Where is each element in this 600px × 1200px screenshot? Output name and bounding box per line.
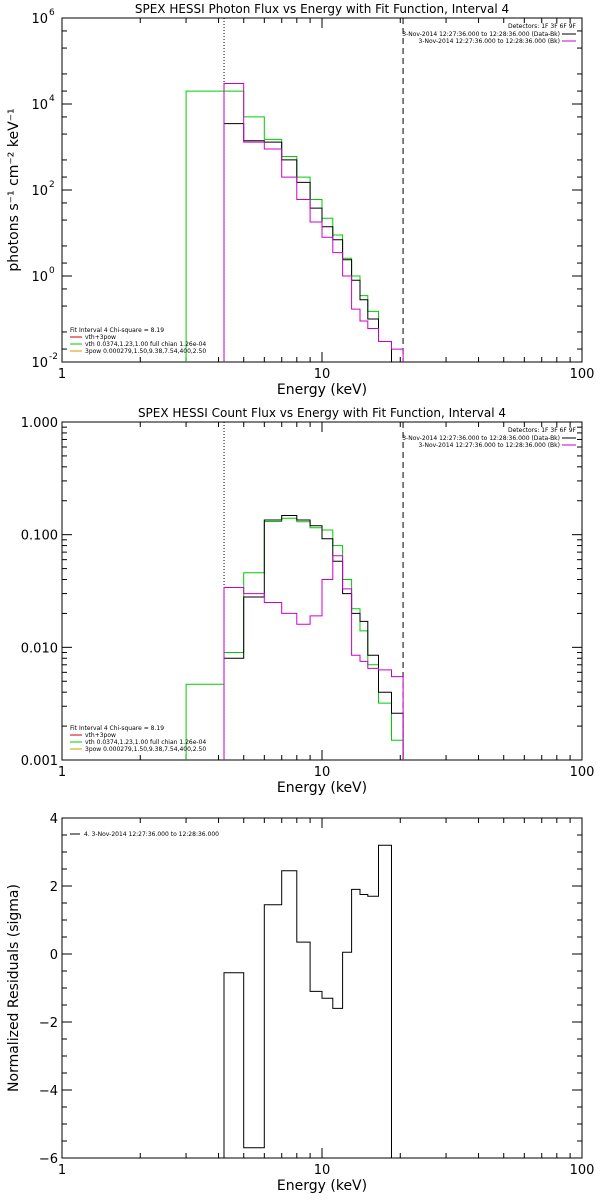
x-tick-label: 1 xyxy=(58,367,66,382)
y-tick-label: 10 xyxy=(31,12,48,27)
y-tick-exponent: 4 xyxy=(49,94,55,104)
y-tick-label: 10 xyxy=(31,98,48,113)
series-2-histogram xyxy=(223,83,404,362)
x-tick-label: 10 xyxy=(314,765,331,780)
count-flux-panel: SPEX HESSI Count Flux vs Energy with Fit… xyxy=(21,406,595,796)
series-0-histogram xyxy=(185,90,392,362)
series-group xyxy=(185,83,404,362)
series-1-histogram xyxy=(223,123,404,362)
y-tick-label: −4 xyxy=(39,1084,58,1099)
legend-entry: 3-Nov-2014 12:27:36.000 to 12:28:36.000 … xyxy=(402,31,560,38)
x-tick-label: 100 xyxy=(570,367,595,382)
y-tick-exponent: 2 xyxy=(49,180,55,190)
x-axis-label: Energy (keV) xyxy=(277,780,367,796)
x-tick-label: 1 xyxy=(58,765,66,780)
series-0-histogram xyxy=(223,844,404,1158)
photon-flux-panel: SPEX HESSI Photon Flux vs Energy with Fi… xyxy=(6,2,594,398)
y-tick-label: 1.000 xyxy=(21,416,58,431)
x-axis-label: Energy (keV) xyxy=(277,382,367,398)
legend-entry: 3-Nov-2014 12:27:36.000 to 12:28:36.000 … xyxy=(402,435,560,442)
legend-entry: vth+3pow xyxy=(85,732,116,739)
series-0-histogram xyxy=(185,517,404,760)
residuals-panel: 1 10 100 −6 −4 −2 0 2 4 Energy (keV) Normalized Re… xyxy=(6,812,594,1194)
legend-fit-header: Fit Interval 4 Chi-square = 8.19 xyxy=(70,725,164,732)
plot-frame xyxy=(61,17,583,363)
y-tick-label: 0.100 xyxy=(21,529,58,544)
y-tick-label: 0.001 xyxy=(21,754,58,769)
legend-entry: 3pow 0.000279,1.50,9.38,7.54,400,2.50 xyxy=(85,746,206,753)
legend-entry: vth 0.0374,1.23,1.00 full chian 1.26e-04 xyxy=(85,739,206,746)
legend-entry: 3-Nov-2014 12:27:36.000 to 12:28:36.000 … xyxy=(418,442,560,449)
y-tick-label: 0 xyxy=(50,948,58,963)
plot-frame xyxy=(61,421,583,761)
x-tick-label: 10 xyxy=(314,367,331,382)
y-tick-label: 4 xyxy=(50,812,58,827)
legend-detectors-header: Detectors: 1F 3F 6F 9F xyxy=(508,23,577,30)
y-tick-label: 10 xyxy=(31,270,48,285)
plot-frame xyxy=(61,817,583,1159)
x-tick-label: 100 xyxy=(570,765,595,780)
legend-entry: 3pow 0.000279,1.50,9.38,7.54,400,2.50 xyxy=(85,348,206,355)
legend-entry: 3-Nov-2014 12:27:36.000 to 12:28:36.000 … xyxy=(418,38,560,45)
series-group xyxy=(223,844,404,1158)
series-2-histogram xyxy=(223,555,404,760)
y-tick-label: 2 xyxy=(50,880,58,895)
chart-title: SPEX HESSI Count Flux vs Energy with Fit… xyxy=(138,406,506,420)
y-tick-exponent: 0 xyxy=(49,266,55,276)
series-group xyxy=(185,515,404,760)
y-tick-label: 10 xyxy=(31,356,48,371)
y-tick-exponent: -2 xyxy=(49,352,58,362)
x-tick-label: 100 xyxy=(570,1163,595,1178)
legend-entry: 4. 3-Nov-2014 12:27:36.000 to 12:28:36.0… xyxy=(84,831,219,838)
y-tick-label: −2 xyxy=(39,1016,58,1031)
chart-title: SPEX HESSI Photon Flux vs Energy with Fi… xyxy=(135,2,509,16)
y-tick-label: 10 xyxy=(31,184,48,199)
y-tick-exponent: 6 xyxy=(49,8,55,18)
y-tick-label: 0.010 xyxy=(21,641,58,656)
x-tick-label: 1 xyxy=(58,1163,66,1178)
y-axis-label: photons s⁻¹ cm⁻² keV⁻¹ xyxy=(6,108,22,271)
legend-fit-header: Fit Interval 4 Chi-square = 8.19 xyxy=(70,327,164,334)
y-axis-label: Normalized Residuals (sigma) xyxy=(6,884,22,1092)
x-axis-label: Energy (keV) xyxy=(277,1178,367,1194)
legend-detectors-header: Detectors: 1F 3F 6F 9F xyxy=(508,427,577,434)
y-tick-label: −6 xyxy=(39,1152,58,1167)
legend-entry: vth+3pow xyxy=(85,334,116,341)
legend-entry: vth 0.0374,1.23,1.00 full chian 1.26e-04 xyxy=(85,341,206,348)
series-1-histogram xyxy=(223,515,404,760)
x-tick-label: 10 xyxy=(314,1163,331,1178)
